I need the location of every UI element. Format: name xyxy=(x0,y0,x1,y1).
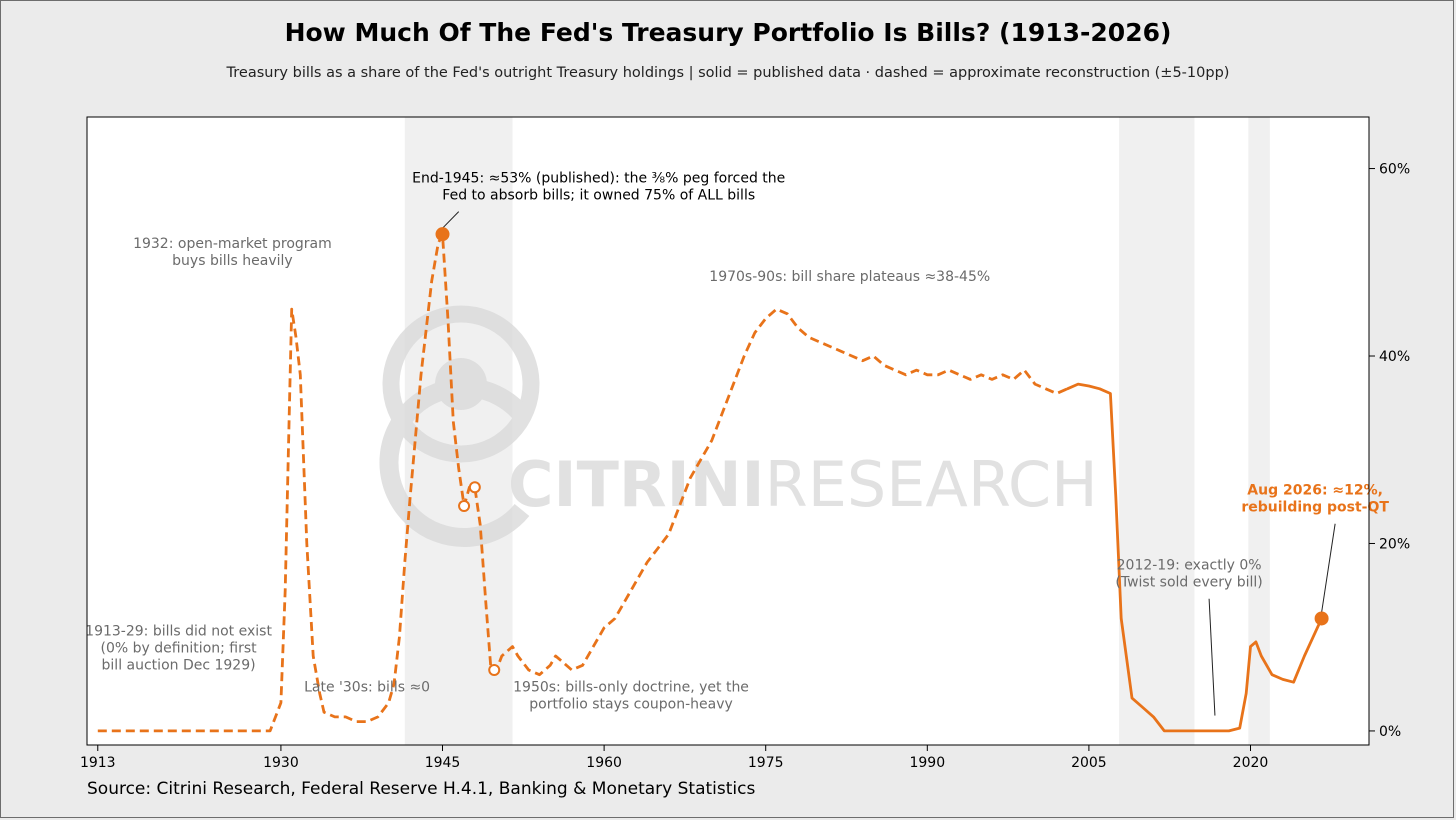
x-tick-label: 1975 xyxy=(748,755,784,771)
annotation-pointer xyxy=(1321,523,1336,613)
data-point-marker xyxy=(435,227,450,242)
x-tick-label: 2005 xyxy=(1071,755,1107,771)
annotation-line: (0% by definition; first xyxy=(100,640,257,656)
annotation-text: 1970s-90s: bill share plateaus ≈38-45% xyxy=(709,269,990,285)
shaded-periods xyxy=(404,117,1270,745)
annotations: End-1945: ≈53% (published): the ⅜% peg f… xyxy=(85,171,1389,713)
plot-area xyxy=(87,117,1369,745)
series-lines xyxy=(97,232,1323,733)
x-tick-label: 1945 xyxy=(425,755,461,771)
annotation-line: portfolio stays coupon-heavy xyxy=(529,697,733,713)
x-tick-label: 1990 xyxy=(909,755,945,771)
annotation-line: 1913-29: bills did not exist xyxy=(85,623,272,639)
chart-title: How Much Of The Fed's Treasury Portfolio… xyxy=(284,18,1172,47)
y-tick-label: 60% xyxy=(1379,162,1410,178)
watermark: CITRINIRESEARCH xyxy=(379,305,1098,547)
plot-border xyxy=(86,116,1370,746)
x-tick-label: 2020 xyxy=(1233,755,1269,771)
annotation-text: 2012-19: exactly 0% (Twist sold every bil… xyxy=(1115,558,1262,591)
annotation-line: 1950s: bills-only doctrine, yet the xyxy=(513,680,749,696)
annotation-line: 2012-19: exactly 0% xyxy=(1117,558,1262,574)
hollow-data-marker xyxy=(458,499,471,512)
shaded-period xyxy=(1248,117,1270,745)
source-note: Source: Citrini Research, Federal Reserv… xyxy=(87,779,756,799)
data-point-marker xyxy=(1314,611,1329,626)
annotation-text: Late '30s: bills ≈0 xyxy=(304,680,430,696)
reconstructed-series-line xyxy=(97,232,1068,733)
x-axis: 1913 1930 1945 1960 1975 1990 2005 2020 xyxy=(80,745,1268,771)
annotation-line: End-1945: ≈53% (published): the ⅜% peg f… xyxy=(412,171,785,187)
hollow-data-marker xyxy=(468,481,481,494)
y-axis: 0% 20% 40% 60% xyxy=(1369,162,1410,740)
y-tick-label: 40% xyxy=(1379,349,1410,365)
annotation-text: 1913-29: bills did not exist (0% by defin… xyxy=(85,623,272,673)
annotation-line: Aug 2026: ≈12%, xyxy=(1247,483,1383,499)
annotation-line: 1970s-90s: bill share plateaus ≈38-45% xyxy=(709,269,990,285)
annotation-line: rebuilding post-QT xyxy=(1241,500,1389,516)
watermark-swoosh-icon xyxy=(379,378,530,547)
y-tick-label: 0% xyxy=(1379,724,1401,740)
x-tick-label: 1960 xyxy=(586,755,622,771)
x-tick-label: 1913 xyxy=(80,755,116,771)
annotation-line: Late '30s: bills ≈0 xyxy=(304,680,430,696)
annotation-line: bill auction Dec 1929) xyxy=(102,657,256,673)
chart-subtitle: Treasury bills as a share of the Fed's o… xyxy=(226,65,1230,81)
y-tick-label: 20% xyxy=(1379,536,1410,552)
shaded-period xyxy=(404,117,513,745)
shaded-period xyxy=(1119,117,1195,745)
x-tick-label: 1930 xyxy=(263,755,299,771)
annotation-pointers xyxy=(442,211,1336,716)
watermark-text: CITRINIRESEARCH xyxy=(508,448,1098,521)
annotation-pointer xyxy=(1208,598,1216,716)
annotation-line: (Twist sold every bill) xyxy=(1115,575,1262,591)
watermark-ring-icon xyxy=(382,305,540,463)
annotation-text: 1932: open-market program buys bills heav… xyxy=(133,236,332,269)
annotation-text: Aug 2026: ≈12%, rebuilding post-QT xyxy=(1241,483,1389,516)
annotation-line: 1932: open-market program xyxy=(133,236,332,252)
data-markers xyxy=(435,227,1329,677)
annotation-line: Fed to absorb bills; it owned 75% of ALL… xyxy=(442,188,755,204)
annotation-line: buys bills heavily xyxy=(172,253,293,269)
hollow-data-marker xyxy=(488,664,501,677)
annotation-pointer xyxy=(442,211,460,229)
published-series-line xyxy=(1066,382,1323,733)
annotation-text: 1950s: bills-only doctrine, yet the portf… xyxy=(513,680,749,713)
annotation-text: End-1945: ≈53% (published): the ⅜% peg f… xyxy=(412,171,785,204)
